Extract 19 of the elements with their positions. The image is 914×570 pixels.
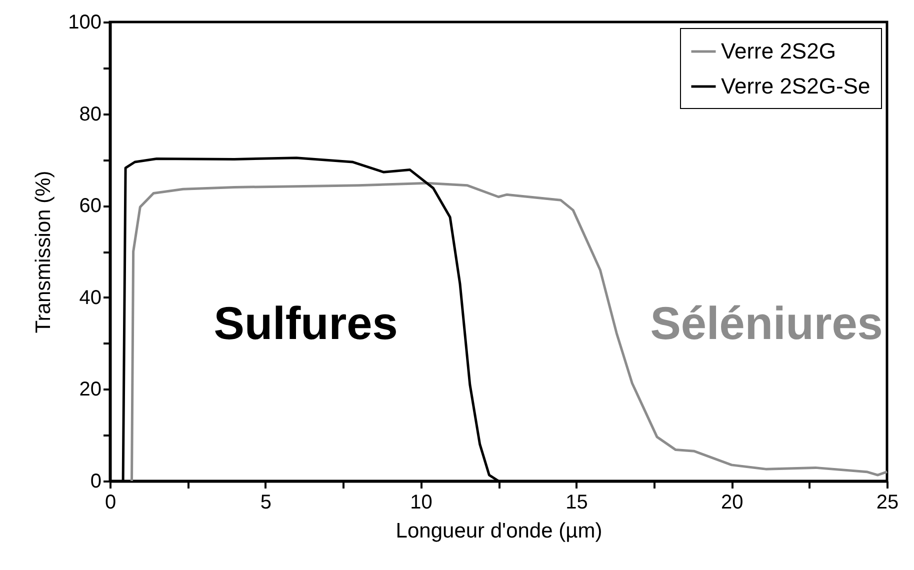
annotation: Sulfures — [214, 296, 398, 349]
line-series — [130, 182, 888, 482]
x-tick-label: 0 — [104, 492, 116, 514]
y-axis-title: Transmission (%) — [32, 170, 56, 334]
x-tick-label: 10 — [410, 492, 432, 514]
y-tick-label: 100 — [68, 12, 102, 34]
y-tick-label: 40 — [79, 286, 102, 309]
y-tick-label: 20 — [79, 378, 102, 401]
x-axis-title: Longueur d'onde (µm) — [396, 520, 602, 542]
x-tick-label: 25 — [876, 492, 899, 514]
annotation: Séléniures — [650, 296, 883, 349]
legend-label: Verre 2S2G — [721, 38, 836, 64]
x-tick-label: 20 — [720, 492, 744, 514]
y-tick-label: 0 — [90, 470, 102, 492]
y-tick-label: 60 — [79, 195, 102, 218]
x-tick-label: 15 — [566, 492, 588, 514]
x-tick-label: 5 — [260, 492, 272, 514]
y-tick-label: 80 — [79, 103, 102, 126]
legend-label: Verre 2S2G-Se — [721, 74, 870, 98]
